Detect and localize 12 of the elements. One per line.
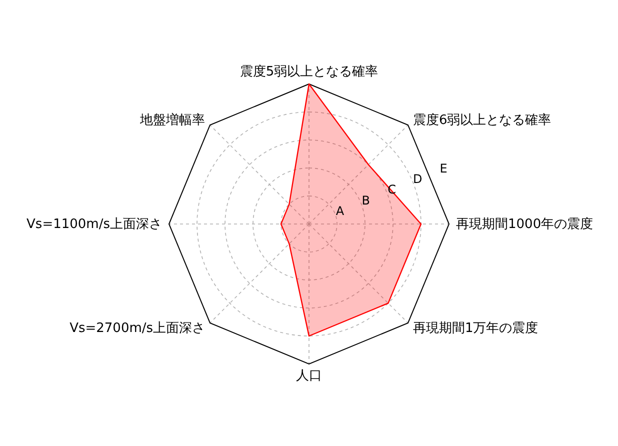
spoke-label: 震度5弱以上となる確率 bbox=[240, 63, 378, 80]
spoke-label: 再現期間1000年の震度 bbox=[456, 216, 594, 232]
spoke-label: 震度6弱以上となる確率 bbox=[412, 112, 552, 128]
y-tick-label: B bbox=[362, 193, 370, 208]
y-tick-label: D bbox=[413, 172, 422, 186]
spoke-label: 地盤増幅率 bbox=[139, 112, 206, 128]
spoke-label: 再現期間1万年の震度 bbox=[412, 320, 538, 336]
spoke-label: Vs=1100m/s上面深さ bbox=[26, 217, 162, 232]
y-tick-label: E bbox=[440, 161, 448, 176]
spoke-label: 人口 bbox=[296, 368, 322, 384]
spoke-label: Vs=2700m/s上面深さ bbox=[70, 320, 206, 336]
y-tick-label: A bbox=[336, 204, 345, 218]
